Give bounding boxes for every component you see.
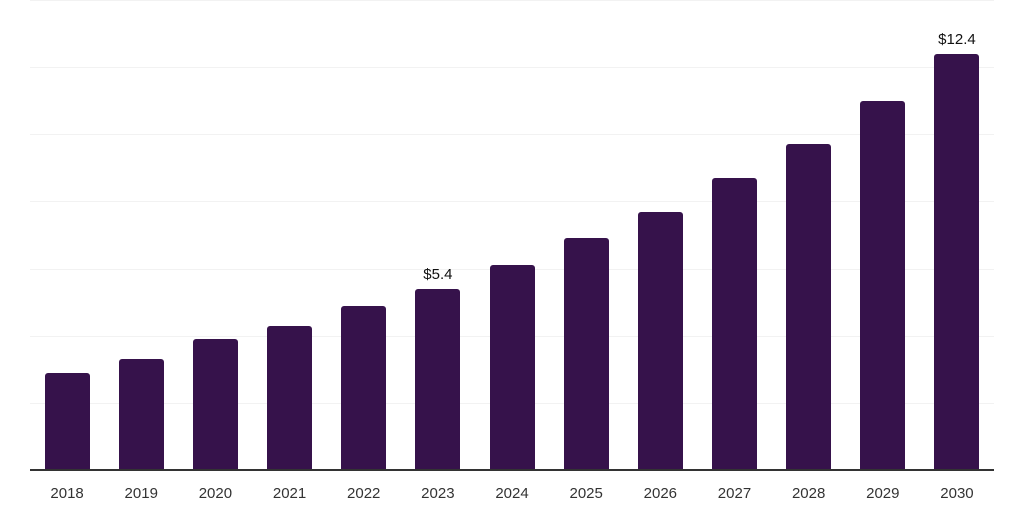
bar-2027[interactable] [711,177,757,470]
gridline-8 [30,201,994,202]
bar-value-label-2023: $5.4 [423,266,453,284]
x-tick-label-2027: 2027 [717,485,752,502]
x-tick-label-2028: 2028 [791,485,826,502]
x-tick-label-2023: 2023 [421,485,455,502]
bar-slot-2018 [30,0,104,470]
gridline-10 [30,134,994,135]
bar-slot-2019 [104,0,178,470]
bar-slot-2020 [178,0,252,470]
bar-2030[interactable]: $12.4 [934,32,980,470]
x-tick-label-2022: 2022 [347,485,381,502]
x-tick-label-2030: 2030 [940,485,974,502]
x-axis-line [30,469,994,471]
bar-2029[interactable] [860,100,906,470]
bar-2025[interactable] [563,238,609,470]
bar-slot-2024 [475,0,549,470]
x-tick-label-2029: 2029 [866,485,900,502]
plot-area: $5.4 $12.4 [30,0,994,471]
bar-slot-2023: $5.4 [401,0,475,470]
bar-slot-2025 [549,0,623,470]
x-tick-label-2025: 2025 [569,485,603,502]
bar-slot-2028 [772,0,846,470]
bar-slot-2027 [697,0,771,470]
bar-2020[interactable] [192,339,238,470]
bar-2021[interactable] [267,325,313,470]
bar-2028[interactable] [786,144,832,470]
x-tick-label-2019: 2019 [124,485,158,502]
bar-slot-2021 [252,0,326,470]
bar-2023[interactable]: $5.4 [415,267,461,470]
x-axis-labels: 2018 2019 2020 2021 2022 2023 2024 2025 2026 2027… [30,471,994,502]
gridline-12 [30,67,994,68]
bar-slot-2022 [327,0,401,470]
bar-2022[interactable] [341,305,387,470]
x-tick-label-2018: 2018 [50,485,84,502]
x-tick-label-2026: 2026 [643,485,678,502]
bar-value-label-2030: $12.4 [938,31,976,49]
bar-2018[interactable] [44,372,90,470]
x-tick-label-2024: 2024 [495,485,529,502]
bar-2026[interactable] [637,211,683,470]
bar-2019[interactable] [118,359,164,470]
gridline-14 [30,0,994,1]
bar-slot-2030: $12.4 [920,0,994,470]
bars-container: $5.4 $12.4 [30,0,994,470]
x-tick-label-2020: 2020 [198,485,233,502]
bar-slot-2026 [623,0,697,470]
bar-2024[interactable] [489,265,535,470]
x-tick-label-2021: 2021 [272,485,307,502]
bar-slot-2029 [846,0,920,470]
